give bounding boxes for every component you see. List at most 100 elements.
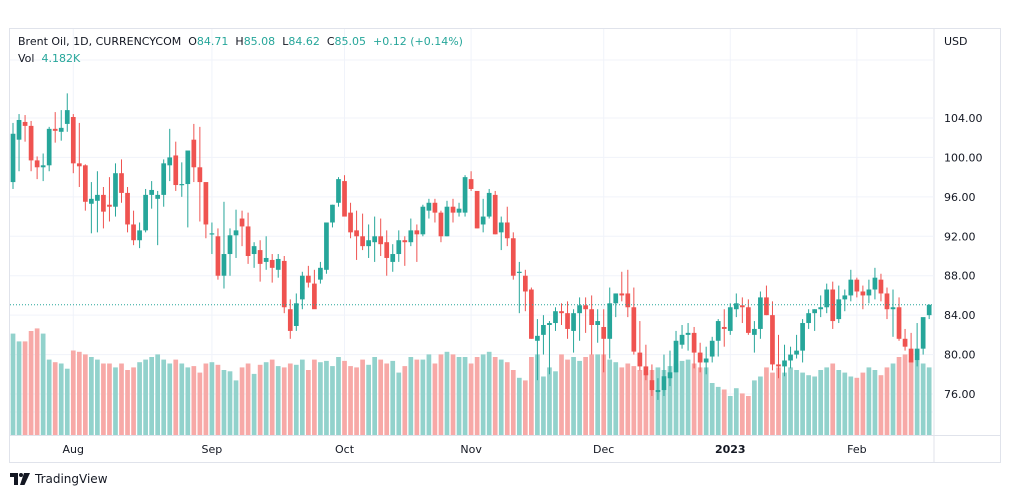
candle	[119, 159, 124, 203]
volume-bar	[221, 370, 227, 435]
candle	[131, 210, 136, 246]
time-axis[interactable]: Aug Sep Oct Nov Dec 2023 Feb	[63, 443, 867, 456]
volume-bar	[547, 367, 552, 435]
candle-body	[709, 340, 715, 357]
candle	[161, 159, 167, 207]
candle-body	[752, 328, 757, 335]
candle-body	[269, 259, 275, 268]
candle-body	[396, 240, 402, 255]
candle-body	[764, 297, 769, 316]
candle-body	[299, 275, 305, 300]
volume-bar	[559, 354, 564, 435]
candle-body	[914, 348, 920, 361]
candle-body	[908, 348, 914, 363]
candle-body	[655, 390, 661, 393]
candle-body	[547, 323, 552, 325]
volume-bar	[372, 357, 378, 435]
candle-body	[185, 150, 191, 185]
candle	[342, 175, 347, 217]
volume-bar	[848, 376, 854, 435]
candle	[547, 321, 552, 375]
candle-body	[836, 299, 842, 320]
candle-body	[191, 139, 197, 168]
candle-body	[516, 271, 522, 273]
candle-body	[480, 216, 486, 225]
volume-bar	[149, 357, 154, 435]
candle	[113, 163, 118, 217]
x-tick-label: Dec	[593, 443, 614, 456]
candle	[143, 188, 148, 233]
volume-bar	[607, 359, 613, 435]
candle	[685, 323, 691, 351]
open-value: 84.71	[196, 35, 229, 48]
volume-bar	[595, 354, 601, 435]
volume-bar	[601, 354, 607, 435]
volume-bar	[312, 359, 317, 435]
candle-body	[450, 206, 456, 213]
volume-bar	[354, 367, 359, 435]
candle-body	[643, 366, 649, 376]
candle-body	[746, 307, 751, 333]
candle	[842, 289, 848, 312]
candle-body	[601, 326, 607, 339]
candle	[287, 299, 293, 339]
candle	[529, 287, 534, 339]
y-tick-label: 88.00	[944, 270, 976, 283]
candle-body	[920, 317, 926, 349]
candle	[818, 295, 824, 318]
candle	[293, 293, 299, 331]
tradingview-logo-icon	[10, 473, 30, 485]
volume-bar	[667, 366, 673, 435]
candle-body	[227, 235, 233, 255]
volume-bar	[34, 328, 40, 435]
candle-body	[221, 254, 227, 276]
candle	[926, 304, 932, 320]
price-axis[interactable]: USD 104.00 100.00 96.00 92.00 88.00 84.00 80.0…	[944, 35, 983, 401]
candle	[595, 309, 601, 343]
volume-bar	[842, 372, 848, 435]
candle	[227, 228, 233, 276]
candle-body	[589, 309, 594, 325]
symbol-title[interactable]: Brent Oil, 1D, CURRENCYCOM	[18, 35, 182, 48]
candle	[348, 202, 353, 239]
volume-bar	[577, 360, 582, 435]
candle	[908, 332, 914, 363]
volume-bar	[673, 363, 679, 435]
candle-body	[625, 293, 631, 308]
volume-bar	[486, 351, 492, 435]
candle-body	[529, 289, 534, 339]
tradingview-logo[interactable]: TradingView	[10, 472, 108, 486]
volume-bar	[444, 351, 450, 435]
candle	[619, 271, 625, 302]
candle-body	[366, 240, 371, 247]
candle-body	[89, 198, 94, 204]
volume-bar	[498, 359, 504, 435]
close-label: C	[326, 35, 335, 48]
candle-body	[854, 279, 860, 292]
volume-bar	[101, 363, 106, 435]
volume-bar	[782, 372, 787, 435]
candle-body	[408, 230, 414, 243]
candle	[703, 346, 709, 375]
candle-body	[758, 297, 763, 329]
candle-body	[257, 250, 263, 264]
candle-body	[107, 204, 112, 207]
volume-bar	[535, 354, 540, 435]
volume-label[interactable]: Vol	[18, 52, 35, 65]
candle	[896, 297, 902, 341]
candle	[788, 346, 793, 369]
candle-body	[583, 305, 588, 310]
volume-bar	[16, 341, 22, 435]
candle	[462, 175, 468, 217]
volume-bar	[613, 362, 619, 435]
volume-bar	[890, 363, 896, 435]
volume-bar	[625, 363, 631, 435]
x-tick-label: Sep	[202, 443, 223, 456]
x-tick-label: Feb	[847, 443, 866, 456]
volume-bar	[28, 331, 34, 435]
volume-bar	[438, 354, 444, 435]
candle	[571, 309, 576, 353]
candle-body	[438, 212, 444, 237]
candle-body	[782, 360, 787, 367]
